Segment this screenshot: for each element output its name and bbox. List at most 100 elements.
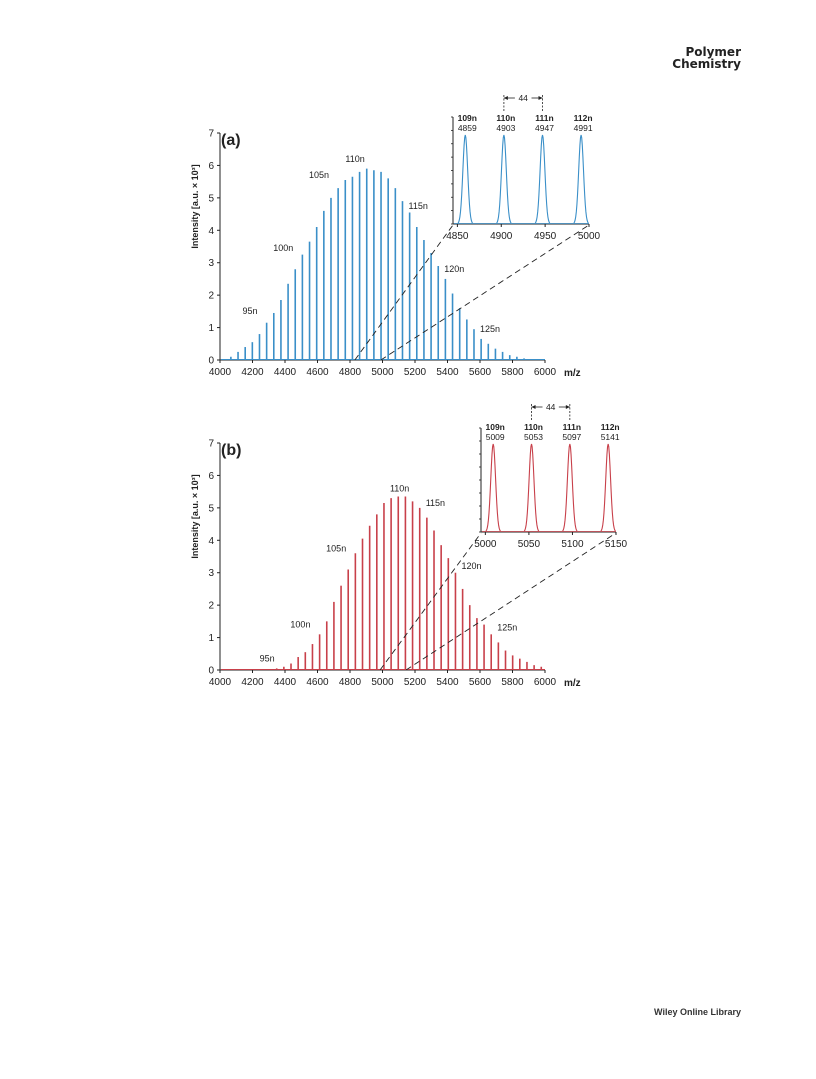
y-tick-label: 0 xyxy=(208,356,214,367)
x-tick-label: 5200 xyxy=(404,677,427,688)
inset-peak-name: 109n xyxy=(486,422,505,432)
spectrum-panel-b: 0 1 2 3 4 5 6 7 4000 4200 4400 4600 4800 5000 5200 5400… xyxy=(190,402,628,689)
inset-peak-mass: 4947 xyxy=(535,123,554,133)
inset-peak-mass: 5141 xyxy=(601,432,620,442)
y-tick-label: 5 xyxy=(208,503,214,514)
spacing-arrowhead-left xyxy=(531,405,536,409)
y-axis-label: Intensity [a.u. × 10³] xyxy=(190,474,200,558)
inset-peak-name: 112n xyxy=(601,422,620,432)
y-tick-label: 0 xyxy=(208,666,214,677)
peak-annotation: 115n xyxy=(426,498,445,508)
zoom-line-right xyxy=(380,224,590,361)
inset-x-tick-label: 4950 xyxy=(534,231,557,242)
peak-annotation: 125n xyxy=(480,324,500,334)
y-tick-label: 2 xyxy=(208,601,214,612)
peak-annotation: 110n xyxy=(390,483,409,493)
y-tick-label: 2 xyxy=(208,291,214,302)
inset-peak-mass: 4859 xyxy=(458,123,477,133)
y-tick-label: 3 xyxy=(208,568,214,579)
x-tick-label: 6000 xyxy=(534,677,557,688)
inset-peak xyxy=(562,443,578,532)
panel-label: (b) xyxy=(221,442,241,459)
peak-annotation: 115n xyxy=(408,201,427,211)
inset-peak-name: 110n xyxy=(496,113,515,123)
x-tick-label: 5200 xyxy=(404,367,427,378)
inset-peak-mass: 5097 xyxy=(562,432,581,442)
inset-x-tick-label: 5000 xyxy=(474,539,497,550)
peak-annotation: 120n xyxy=(444,264,464,274)
y-tick-label: 6 xyxy=(208,161,214,172)
spacing-label: 44 xyxy=(546,402,556,412)
y-tick-label: 6 xyxy=(208,471,214,482)
x-tick-label: 5400 xyxy=(436,677,459,688)
panel-label: (a) xyxy=(221,132,241,149)
x-tick-label: 4400 xyxy=(274,677,297,688)
zoom-line-right xyxy=(405,532,617,671)
zoom-line-left xyxy=(379,532,482,671)
x-tick-label: 5000 xyxy=(371,367,394,378)
inset-peak xyxy=(496,134,512,224)
inset-peak xyxy=(457,134,473,224)
y-tick-label: 4 xyxy=(208,536,214,547)
y-tick-label: 3 xyxy=(208,258,214,269)
inset-peak-name: 112n xyxy=(574,113,593,123)
peak-annotation: 100n xyxy=(273,243,293,253)
peak-annotation: 95n xyxy=(260,654,275,664)
inset-peak-mass: 5053 xyxy=(524,432,543,442)
peak-annotation: 105n xyxy=(309,170,329,180)
peak-annotation: 95n xyxy=(242,306,257,316)
spacing-arrowhead-right xyxy=(565,405,570,409)
peak-annotation: 110n xyxy=(345,154,364,164)
peak-annotation: 125n xyxy=(497,623,517,633)
inset-x-tick-label: 5050 xyxy=(518,539,541,550)
inset-peak xyxy=(485,443,501,532)
inset-x-tick-label: 5000 xyxy=(578,231,601,242)
spacing-arrowhead-left xyxy=(503,96,508,100)
y-tick-label: 1 xyxy=(208,633,214,644)
inset-peak-name: 111n xyxy=(535,113,553,123)
inset-peak-mass: 4903 xyxy=(496,123,515,133)
spectrum-panel-a: 0 1 2 3 4 5 6 7 4000 4200 4400 4600 4800 5000 5200 5400… xyxy=(190,93,601,379)
x-tick-label: 4000 xyxy=(209,367,232,378)
spacing-arrowhead-right xyxy=(538,96,543,100)
x-tick-label: 4600 xyxy=(306,367,329,378)
journal-name: Polymer Chemistry xyxy=(672,46,741,70)
x-tick-label: 5800 xyxy=(501,367,524,378)
inset-peak-name: 109n xyxy=(458,113,477,123)
y-tick-label: 4 xyxy=(208,226,214,237)
x-tick-label: 4000 xyxy=(209,677,232,688)
inset-peak-mass: 5009 xyxy=(486,432,505,442)
y-tick-label: 7 xyxy=(208,439,214,450)
x-tick-label: 5600 xyxy=(469,677,492,688)
spacing-label: 44 xyxy=(518,93,528,103)
x-axis-label: m/z xyxy=(564,678,581,689)
peak-annotation: 120n xyxy=(461,561,481,571)
x-tick-label: 6000 xyxy=(534,367,557,378)
x-tick-label: 4200 xyxy=(241,677,264,688)
x-tick-label: 4800 xyxy=(339,677,362,688)
x-tick-label: 5000 xyxy=(371,677,394,688)
journal-name-line1: Polymer xyxy=(685,45,741,59)
publisher-footer: Wiley Online Library xyxy=(654,1007,741,1017)
y-tick-label: 7 xyxy=(208,129,214,140)
peak-annotation: 100n xyxy=(290,619,310,629)
x-tick-label: 4600 xyxy=(306,677,329,688)
inset-peak xyxy=(600,443,616,532)
inset-peak xyxy=(573,134,589,224)
x-tick-label: 4800 xyxy=(339,367,362,378)
x-tick-label: 4200 xyxy=(241,367,264,378)
inset-x-tick-label: 4900 xyxy=(490,231,513,242)
inset-x-tick-label: 4850 xyxy=(446,231,469,242)
inset-peak xyxy=(534,134,551,224)
inset-peak-name: 110n xyxy=(524,422,543,432)
inset-x-tick-label: 5150 xyxy=(605,539,628,550)
inset-peak-name: 111n xyxy=(563,422,581,432)
x-tick-label: 4400 xyxy=(274,367,297,378)
inset-x-tick-label: 5100 xyxy=(561,539,584,550)
x-axis-label: m/z xyxy=(564,368,581,379)
y-axis-label: Intensity [a.u. × 10³] xyxy=(190,164,200,248)
y-tick-label: 1 xyxy=(208,323,214,334)
